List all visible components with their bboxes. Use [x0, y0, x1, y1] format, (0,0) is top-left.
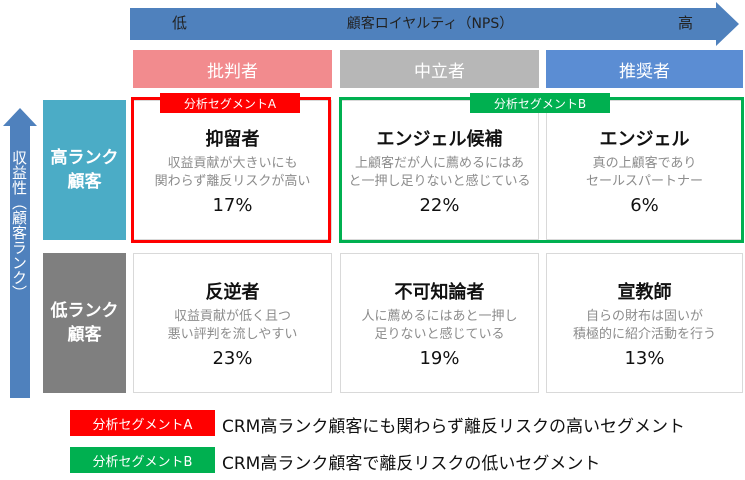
- cell-title: 反逆者: [205, 281, 260, 303]
- cell-share: 17%: [212, 194, 253, 216]
- cell-description: 収益貢献が大きいにも: [167, 155, 298, 171]
- cell-description: 関わらず離反リスクが高い: [154, 173, 311, 189]
- cell: 抑留者収益貢献が大きいにも 関わらず離反リスクが高い 17%: [133, 100, 332, 240]
- row-label-line: 顧客: [67, 325, 102, 345]
- segment-b-box: [339, 97, 744, 243]
- cell-title: 不可知論者: [394, 281, 485, 303]
- legend-text: CRM高ランク顧客にも関わらず離反リスクの高いセグメント: [222, 417, 686, 437]
- cell-description: 収益貢献が低く且つ: [173, 308, 291, 324]
- cell: 宣教師自らの財布は固いが 積極的に紹介活動を行う 13%: [546, 253, 743, 393]
- cell-description: 積極的に紹介活動を行う: [572, 326, 716, 342]
- cell-description: と一押し足りないと感じている: [348, 173, 531, 189]
- cell-title: 抑留者: [205, 128, 260, 150]
- revenue-arrow: [3, 108, 37, 398]
- cell-description: 真の上顧客であり: [592, 155, 697, 171]
- cell-share: 6%: [630, 194, 659, 216]
- axis-low: 低: [172, 14, 188, 32]
- loyalty-arrow: [130, 2, 739, 46]
- legend-text: CRM高ランク顧客で離反リスクの低いセグメント: [222, 454, 601, 474]
- cell-share: 22%: [419, 194, 460, 216]
- cell-description: 足りないと感じている: [374, 326, 505, 342]
- cell: エンジェル真の上顧客であり セールスパートナー 6%: [546, 100, 743, 240]
- row-label-line: 顧客: [67, 172, 102, 192]
- axis-y-label: 収益性（顧客ランク）: [10, 150, 28, 300]
- cell-description: 人に薦めるにはあと一押し: [361, 308, 518, 324]
- cell-title: エンジェル: [599, 128, 690, 150]
- legend-swatch: 分析セグメントA: [70, 410, 215, 436]
- axis-high: 高: [678, 14, 694, 32]
- segment-label: 分析セグメントB: [470, 93, 610, 113]
- cell: 反逆者収益貢献が低く且つ 悪い評判を流しやすい 23%: [133, 253, 332, 393]
- cell-description: 上顧客だが人に薦めるにはあ: [354, 155, 524, 171]
- row-label-line: 高ランク: [50, 148, 119, 168]
- axis-label: 顧客ロイヤルティ（NPS）: [346, 16, 514, 32]
- cell: 不可知論者人に薦めるにはあと一押し 足りないと感じている 19%: [340, 253, 539, 393]
- cell-description: セールスパートナー: [585, 173, 703, 189]
- cell-title: 宣教師: [617, 281, 672, 303]
- cell-description: 悪い評判を流しやすい: [167, 326, 298, 342]
- legend-swatch: 分析セグメントB: [70, 447, 215, 473]
- segment-label: 分析セグメントA: [160, 93, 300, 113]
- cell-share: 23%: [212, 347, 253, 369]
- cell-title: エンジェル候補: [376, 128, 503, 150]
- column-header: 批判者: [133, 50, 332, 88]
- segment-a-box: [131, 97, 331, 243]
- cell: エンジェル候補上顧客だが人に薦めるにはあ と一押し足りないと感じている 22%: [340, 100, 539, 240]
- column-header: 推奨者: [546, 50, 743, 88]
- cell-share: 13%: [624, 347, 665, 369]
- column-header: 中立者: [340, 50, 539, 88]
- cell-share: 19%: [419, 347, 460, 369]
- row-label: 高ランク 顧客: [43, 100, 126, 240]
- row-label: 低ランク 顧客: [43, 253, 126, 393]
- row-label-line: 低ランク: [50, 301, 119, 321]
- cell-description: 自らの財布は固いが: [585, 308, 703, 324]
